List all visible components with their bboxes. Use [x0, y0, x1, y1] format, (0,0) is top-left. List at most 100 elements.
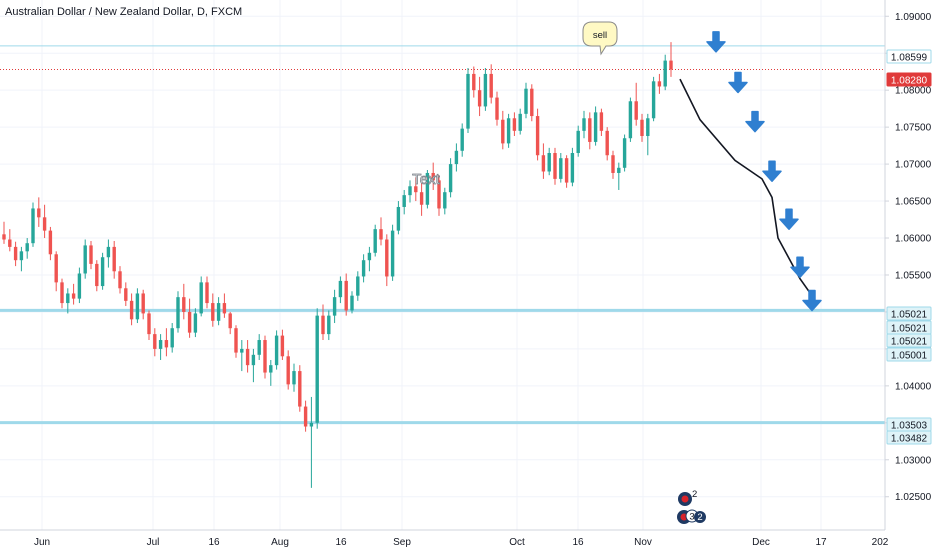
candle[interactable]	[37, 197, 41, 227]
candle[interactable]	[112, 240, 116, 279]
candle[interactable]	[477, 76, 482, 117]
price-label[interactable]: 1.05021	[886, 320, 932, 335]
candle[interactable]	[147, 310, 151, 341]
down-arrows[interactable]	[706, 31, 822, 312]
candle[interactable]	[373, 224, 377, 257]
candle[interactable]	[361, 254, 366, 283]
candle[interactable]	[135, 288, 140, 324]
candle[interactable]	[8, 229, 12, 252]
candle[interactable]	[234, 325, 238, 358]
candle[interactable]	[66, 288, 70, 314]
candle[interactable]	[129, 293, 134, 326]
candle[interactable]	[559, 153, 563, 183]
candle[interactable]	[605, 127, 609, 161]
candle[interactable]	[332, 289, 337, 324]
candle[interactable]	[124, 282, 128, 307]
candle[interactable]	[367, 246, 372, 272]
candle[interactable]	[176, 291, 180, 333]
candle[interactable]	[541, 143, 546, 179]
candle[interactable]	[338, 276, 343, 304]
candle[interactable]	[274, 330, 279, 370]
candle[interactable]	[19, 246, 24, 272]
price-label[interactable]: 1.05001	[886, 347, 932, 362]
candle[interactable]	[286, 350, 290, 390]
candle[interactable]	[501, 110, 505, 150]
text-note[interactable]: Text	[412, 171, 441, 189]
sell-callout[interactable]: sell	[582, 21, 618, 56]
candle[interactable]	[454, 143, 459, 172]
candle[interactable]	[489, 64, 493, 104]
candle[interactable]	[460, 123, 464, 157]
candle[interactable]	[535, 108, 540, 161]
candle[interactable]	[611, 150, 615, 179]
candle[interactable]	[158, 334, 163, 360]
candle[interactable]	[640, 113, 644, 142]
candle[interactable]	[628, 97, 633, 142]
candle[interactable]	[199, 276, 203, 317]
candle[interactable]	[564, 155, 569, 188]
candle[interactable]	[327, 310, 331, 341]
candle[interactable]	[588, 112, 592, 150]
candle[interactable]	[182, 283, 186, 320]
price-label[interactable]: 1.03503	[886, 417, 932, 432]
candle[interactable]	[379, 217, 383, 246]
candle[interactable]	[303, 400, 308, 432]
candle[interactable]	[495, 91, 499, 126]
candle[interactable]	[280, 329, 285, 360]
candle[interactable]	[25, 238, 29, 259]
candle[interactable]	[298, 365, 302, 412]
candle[interactable]	[547, 147, 551, 176]
candle[interactable]	[431, 162, 435, 190]
candle[interactable]	[141, 289, 145, 320]
candle[interactable]	[448, 158, 453, 198]
candle[interactable]	[530, 84, 534, 122]
candle[interactable]	[657, 73, 662, 94]
event-badge-bottom[interactable]: 3 2	[677, 509, 706, 524]
candle[interactable]	[570, 147, 575, 187]
candle[interactable]	[553, 147, 557, 185]
candle[interactable]	[315, 308, 319, 429]
candle[interactable]	[425, 170, 430, 209]
candle[interactable]	[402, 189, 406, 215]
time-axis[interactable]: Jun Jul 16 Aug 16 Sep Oct 16 Nov Dec 17 202	[34, 537, 889, 548]
candle[interactable]	[622, 134, 627, 172]
candle[interactable]	[251, 348, 256, 383]
price-label[interactable]: 1.08280	[886, 72, 932, 87]
candle[interactable]	[321, 304, 325, 341]
candle[interactable]	[118, 266, 122, 294]
candle[interactable]	[89, 240, 93, 270]
candle[interactable]	[83, 239, 87, 279]
candle[interactable]	[269, 359, 273, 386]
candle[interactable]	[582, 110, 586, 139]
candle[interactable]	[245, 340, 250, 373]
candle[interactable]	[437, 175, 441, 216]
candle[interactable]	[211, 293, 215, 327]
candle[interactable]	[576, 125, 580, 157]
candle[interactable]	[669, 42, 673, 77]
candle[interactable]	[390, 224, 395, 281]
candle[interactable]	[48, 226, 53, 261]
candle[interactable]	[170, 323, 174, 353]
candle[interactable]	[443, 187, 447, 215]
candle[interactable]	[599, 108, 604, 137]
candle[interactable]	[106, 239, 111, 268]
candle[interactable]	[60, 278, 64, 309]
candle[interactable]	[512, 112, 517, 137]
candle[interactable]	[634, 82, 638, 126]
candle[interactable]	[187, 298, 192, 338]
candle[interactable]	[350, 291, 354, 314]
candle[interactable]	[193, 308, 198, 338]
candle[interactable]	[216, 297, 221, 326]
candle[interactable]	[385, 234, 389, 287]
candle[interactable]	[228, 311, 232, 335]
candle[interactable]	[95, 260, 99, 292]
candle[interactable]	[257, 334, 261, 360]
candle[interactable]	[153, 328, 157, 357]
candle[interactable]	[593, 106, 598, 146]
candle[interactable]	[396, 201, 401, 235]
price-label[interactable]: 1.05021	[886, 333, 932, 348]
event-badge-top[interactable]: 2	[678, 489, 697, 506]
price-label[interactable]: 1.03482	[886, 430, 932, 445]
candle[interactable]	[263, 335, 267, 379]
candle[interactable]	[356, 271, 360, 301]
